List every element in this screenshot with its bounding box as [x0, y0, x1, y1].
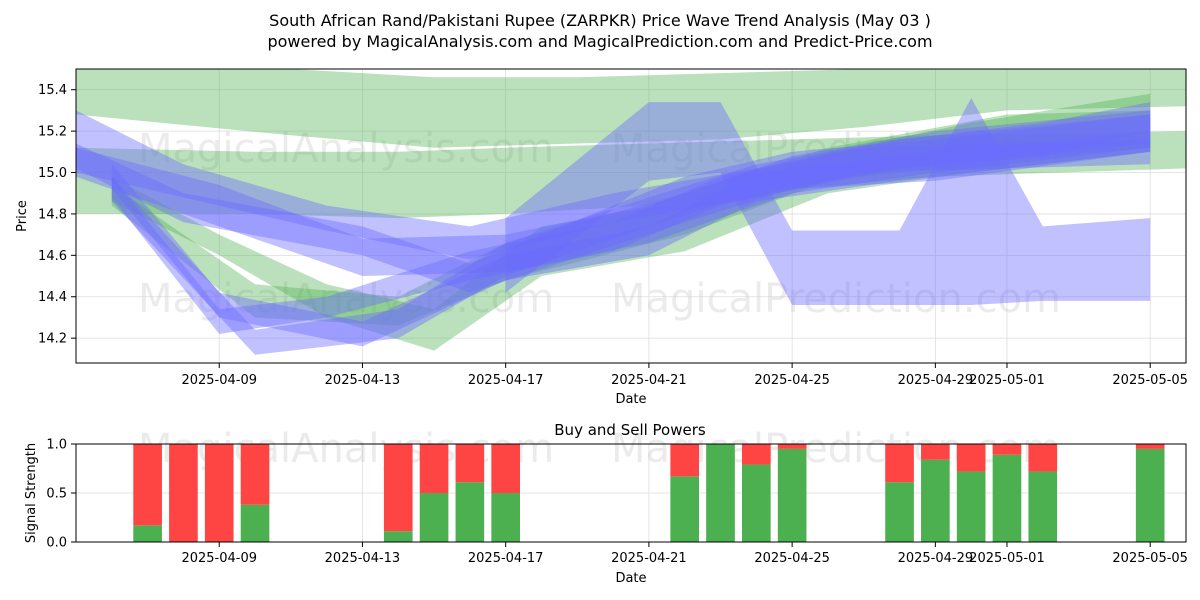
buy-bar	[742, 464, 771, 542]
price-y-axis-label: Price	[15, 200, 30, 232]
y-tick-label: 14.6	[38, 249, 67, 264]
x-tick-label: 2025-04-09	[181, 551, 257, 566]
wave-band-blue	[76, 114, 1151, 293]
signal-panel-title: Buy and Sell Powers	[554, 421, 706, 439]
watermark-text: MagicalPrediction.com	[611, 276, 1061, 322]
wave-band-blue	[76, 102, 1151, 260]
x-tick-label: 2025-05-05	[1112, 551, 1188, 566]
buy-bar	[885, 482, 914, 542]
sell-bar	[491, 444, 520, 493]
x-tick-label: 2025-04-25	[754, 373, 830, 388]
x-tick-label: 2025-05-01	[969, 373, 1045, 388]
buy-bar	[383, 531, 413, 542]
watermark-text: MagicalPrediction.com	[611, 126, 1061, 172]
sell-bar	[1028, 444, 1058, 472]
chart-title: South African Rand/Pakistani Rupee (ZARP…	[269, 11, 931, 30]
x-tick-label: 2025-04-25	[754, 551, 830, 566]
y-tick-label: 15.4	[38, 83, 67, 98]
x-tick-label: 2025-04-29	[898, 373, 974, 388]
buy-bar	[240, 504, 270, 542]
sell-bar	[1135, 444, 1165, 449]
x-tick-label: 2025-04-29	[898, 551, 974, 566]
signal-y-axis-label: Signal Strength	[24, 443, 39, 543]
sell-bar	[777, 444, 807, 449]
signal-x-axis-label: Date	[615, 571, 646, 586]
sell-bar	[956, 444, 986, 472]
wave-band-green	[76, 131, 1186, 219]
sell-bar	[383, 444, 413, 532]
sell-bar	[670, 444, 700, 477]
wave-band-blue	[111, 131, 1151, 347]
x-tick-label: 2025-04-09	[181, 373, 257, 388]
wave-band-blue	[505, 98, 1151, 305]
watermark-text: MagicalAnalysis.com	[138, 276, 554, 322]
chart-subtitle: powered by MagicalAnalysis.com and Magic…	[267, 32, 932, 51]
sell-bar	[455, 444, 485, 483]
sell-bar	[204, 444, 234, 542]
buy-bar	[777, 448, 807, 542]
buy-bar	[670, 476, 700, 542]
sell-bar	[885, 444, 914, 483]
buy-bar	[706, 444, 735, 542]
buy-bar	[921, 459, 950, 542]
sell-bar	[419, 444, 449, 493]
x-tick-label: 2025-04-13	[325, 551, 401, 566]
wave-band-blue	[111, 139, 1151, 334]
x-tick-label: 2025-04-17	[468, 373, 544, 388]
wave-bands	[76, 69, 1186, 355]
y-tick-label: 0.0	[46, 536, 67, 551]
sell-bar	[169, 444, 198, 542]
buy-bar	[133, 525, 162, 542]
wave-band-blue	[76, 110, 1151, 277]
sell-bar	[992, 444, 1022, 455]
sell-bar	[240, 444, 270, 505]
y-tick-label: 14.8	[38, 207, 67, 222]
buy-bar	[1135, 448, 1165, 542]
y-tick-label: 0.5	[46, 487, 67, 502]
y-tick-label: 15.2	[38, 125, 67, 140]
price-plot-frame	[75, 68, 1187, 364]
price-x-axis-label: Date	[615, 392, 646, 407]
wave-band-green	[111, 110, 1151, 326]
sell-bar	[921, 444, 950, 460]
watermark-text: MagicalAnalysis.com	[138, 126, 554, 172]
x-tick-label: 2025-05-05	[1112, 373, 1188, 388]
y-tick-label: 14.4	[38, 290, 67, 305]
buy-bar	[491, 493, 520, 542]
x-tick-label: 2025-05-01	[969, 551, 1045, 566]
wave-band-blue	[111, 114, 1151, 355]
x-tick-label: 2025-04-21	[611, 551, 687, 566]
x-tick-label: 2025-04-17	[468, 551, 544, 566]
price-panel: MagicalAnalysis.com MagicalPrediction.com…	[15, 68, 1188, 407]
signal-panel: MagicalAnalysis.com MagicalPrediction.com…	[24, 426, 1188, 586]
y-tick-label: 15.0	[38, 166, 67, 181]
buy-bar	[956, 471, 986, 542]
wave-band-green	[111, 93, 1151, 351]
x-tick-label: 2025-04-13	[325, 373, 401, 388]
buy-bar	[992, 454, 1022, 542]
x-tick-label: 2025-04-21	[611, 373, 687, 388]
buy-bar	[419, 493, 449, 542]
buy-bar	[1028, 471, 1058, 542]
y-tick-label: 14.2	[38, 332, 67, 347]
sell-bar	[742, 444, 771, 465]
sell-bar	[133, 444, 162, 526]
buy-bar	[455, 482, 485, 542]
wave-band-green	[76, 69, 1186, 148]
y-tick-label: 1.0	[46, 438, 67, 453]
